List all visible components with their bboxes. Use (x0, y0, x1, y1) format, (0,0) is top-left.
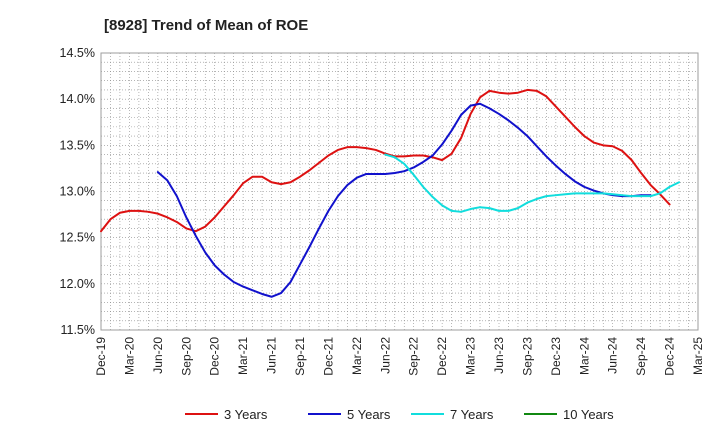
legend: 3 Years 5 Years 7 Years 10 Years (185, 407, 614, 422)
x-tick-label: Mar-21 (236, 337, 250, 375)
x-tick-label: Mar-24 (577, 337, 591, 375)
series-layer (100, 88, 681, 298)
x-tick-labels: Dec-19 Mar-20 Jun-20 Sep-20 Dec-20 Mar-21 Jun-… (94, 337, 705, 376)
y-tick-label: 12.0% (60, 277, 95, 291)
y-tick-label: 14.0% (60, 92, 95, 106)
y-tick-label: 13.0% (60, 185, 95, 199)
x-tick-label: Jun-21 (265, 337, 279, 374)
y-tick-label: 12.5% (60, 231, 95, 245)
x-tick-label: Mar-23 (464, 337, 478, 375)
legend-label-4: 10 Years (563, 407, 614, 422)
series-line-3 (384, 153, 681, 213)
x-tick-label: Sep-20 (179, 337, 193, 376)
x-tick-label: Dec-22 (435, 337, 449, 376)
x-tick-label: Dec-21 (321, 337, 335, 376)
x-tick-label: Dec-20 (208, 337, 222, 376)
x-tick-label: Jun-22 (378, 337, 392, 374)
x-tick-label: Jun-24 (606, 337, 620, 374)
series-line-2 (156, 102, 652, 298)
x-tick-label: Sep-24 (634, 337, 648, 376)
x-tick-label: Mar-22 (350, 337, 364, 375)
x-tick-label: Dec-23 (549, 337, 563, 376)
x-tick-label: Mar-20 (122, 337, 136, 375)
x-tick-label: Jun-20 (151, 337, 165, 374)
y-tick-label: 14.5% (60, 46, 95, 60)
grid-layer (101, 53, 698, 330)
plot-frame (100, 52, 699, 331)
legend-label-1: 3 Years (224, 407, 268, 422)
y-tick-labels: 11.5% 12.0% 12.5% 13.0% 13.5% 14.0% 14.5% (60, 46, 95, 337)
y-tick-label: 13.5% (60, 138, 95, 152)
x-tick-label: Sep-21 (293, 337, 307, 376)
x-tick-label: Dec-24 (663, 337, 677, 376)
x-tick-label: Dec-19 (94, 337, 108, 376)
chart-title: [8928] Trend of Mean of ROE (104, 17, 308, 34)
x-tick-label: Sep-23 (520, 337, 534, 376)
y-tick-label: 11.5% (60, 323, 95, 337)
x-tick-label: Jun-23 (492, 337, 506, 374)
x-tick-label: Mar-25 (691, 337, 705, 375)
legend-label-2: 5 Years (347, 407, 391, 422)
x-tick-label: Sep-22 (407, 337, 421, 376)
legend-label-3: 7 Years (450, 407, 494, 422)
